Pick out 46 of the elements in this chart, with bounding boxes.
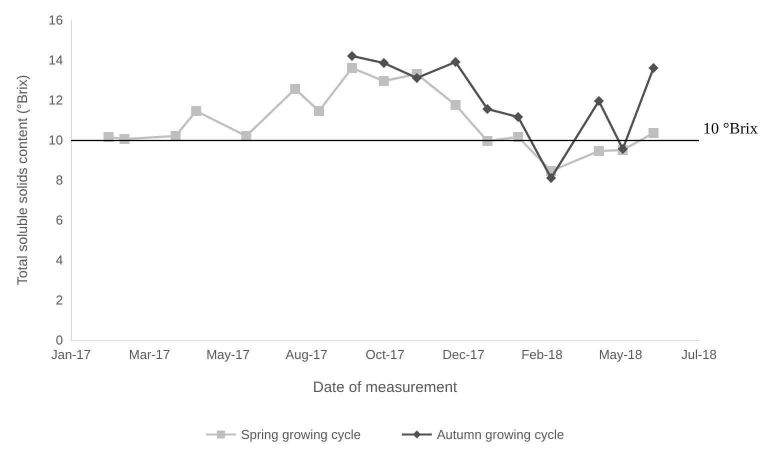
legend-label: Autumn growing cycle: [436, 427, 564, 442]
point: [378, 76, 389, 86]
point: [450, 57, 461, 67]
x-tick-label: Aug-17: [286, 347, 328, 362]
y-tick-label: 4: [56, 252, 63, 268]
point: [378, 58, 389, 68]
point: [347, 51, 358, 61]
legend-label: Spring growing cycle: [240, 427, 361, 442]
point: [482, 104, 492, 114]
x-tick-label: May-17: [206, 347, 250, 362]
point: [594, 146, 604, 156]
x-tick-label: Mar-17: [128, 347, 170, 362]
x-axis-title: Date of measurement: [312, 379, 458, 396]
x-tick-label: Oct-17: [365, 347, 405, 362]
point: [314, 106, 324, 116]
point: [482, 136, 492, 146]
x-tick-label: Jul-18: [681, 347, 717, 362]
point: [412, 73, 422, 83]
point: [450, 100, 461, 110]
point: [648, 128, 658, 138]
y-tick-label: 14: [48, 52, 63, 68]
y-tick-label: 8: [56, 172, 63, 188]
point: [290, 84, 300, 94]
x-tick-label: May-18: [598, 347, 642, 362]
y-tick-label: 12: [48, 92, 63, 108]
point: [347, 63, 358, 73]
x-tick-label: Jan-17: [51, 347, 91, 362]
ref-line-label: 10 °Brix: [703, 120, 758, 138]
point: [170, 131, 181, 141]
y-tick-label: 0: [56, 332, 63, 348]
point: [104, 132, 114, 142]
point: [513, 132, 524, 142]
y-tick-label: 16: [48, 12, 63, 28]
point: [191, 106, 202, 116]
point: [546, 173, 556, 183]
x-tick-label: Dec-17: [442, 347, 484, 362]
x-tick-label: Feb-18: [521, 347, 563, 362]
point: [594, 96, 604, 106]
point: [119, 134, 130, 144]
point: [513, 112, 524, 122]
y-axis-title: Total soluble solids content (°Brix): [14, 74, 30, 286]
point: [648, 63, 658, 73]
y-tick-label: 2: [56, 292, 63, 308]
point: [241, 131, 252, 141]
y-tick-label: 6: [56, 212, 63, 228]
y-tick-label: 10: [48, 132, 63, 148]
